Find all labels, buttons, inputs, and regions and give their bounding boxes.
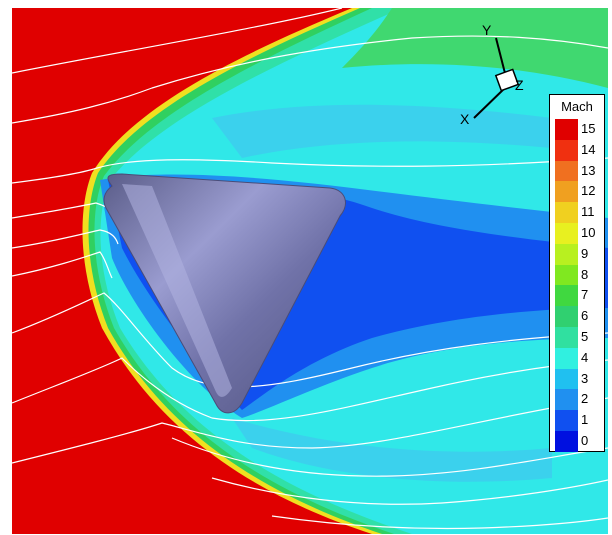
streamlines bbox=[12, 8, 608, 530]
legend-swatch-7 bbox=[555, 285, 578, 307]
shock-layer-light-lower bbox=[232, 418, 552, 482]
shock-layer-light bbox=[212, 104, 552, 158]
legend-swatch-5 bbox=[555, 327, 578, 348]
legend-swatch-6 bbox=[555, 306, 578, 328]
legend-label-3: 3 bbox=[581, 370, 589, 386]
legend-label-6: 6 bbox=[581, 308, 589, 324]
capsule-highlight bbox=[122, 184, 232, 397]
axis-x-label: X bbox=[460, 111, 470, 127]
legend-label-4: 4 bbox=[581, 349, 589, 365]
legend-swatch-9 bbox=[555, 243, 578, 265]
legend-swatch-3 bbox=[555, 368, 578, 390]
legend-label-9: 9 bbox=[581, 245, 589, 261]
legend-swatch-14 bbox=[555, 139, 578, 161]
legend-label-8: 8 bbox=[581, 266, 589, 282]
legend-swatch-13 bbox=[555, 160, 578, 182]
legend-label-5: 5 bbox=[581, 329, 589, 344]
axis-z-label: Z bbox=[515, 77, 524, 93]
axis-y-label: Y bbox=[482, 22, 492, 38]
legend-label-12: 12 bbox=[581, 183, 596, 199]
legend-swatch-1 bbox=[555, 410, 578, 432]
legend-swatch-15 bbox=[555, 119, 578, 140]
upper-green-region bbox=[342, 8, 608, 88]
mach-legend: Mach 15 14 13 12 11 10 9 8 7 6 5 4 3 2 1 0 bbox=[549, 94, 605, 452]
flow-field: X Y Z bbox=[12, 8, 608, 534]
legend-label-14: 14 bbox=[581, 141, 596, 157]
legend-swatch-11 bbox=[555, 202, 578, 224]
legend-swatch-4 bbox=[555, 347, 578, 369]
legend-label-1: 1 bbox=[581, 412, 589, 428]
legend-title: Mach bbox=[561, 99, 593, 114]
mach-contour-plot: X Y Z Mach 15 14 13 12 11 10 9 8 7 6 5 4 3 2 1 0 bbox=[12, 8, 608, 534]
legend-swatch-8 bbox=[555, 264, 578, 286]
legend-swatch-10 bbox=[555, 223, 578, 244]
legend-swatch-2 bbox=[555, 389, 578, 411]
legend-label-7: 7 bbox=[581, 287, 589, 303]
legend-label-11: 11 bbox=[581, 204, 595, 220]
axis-triad: X Y Z bbox=[460, 22, 524, 127]
legend-label-15: 15 bbox=[581, 121, 596, 136]
legend-swatch-0 bbox=[555, 431, 578, 452]
legend-label-0: 0 bbox=[581, 433, 589, 448]
legend-label-13: 13 bbox=[581, 162, 596, 178]
legend-label-10: 10 bbox=[581, 225, 596, 240]
legend-label-2: 2 bbox=[581, 391, 589, 407]
legend-swatch-12 bbox=[555, 181, 578, 203]
